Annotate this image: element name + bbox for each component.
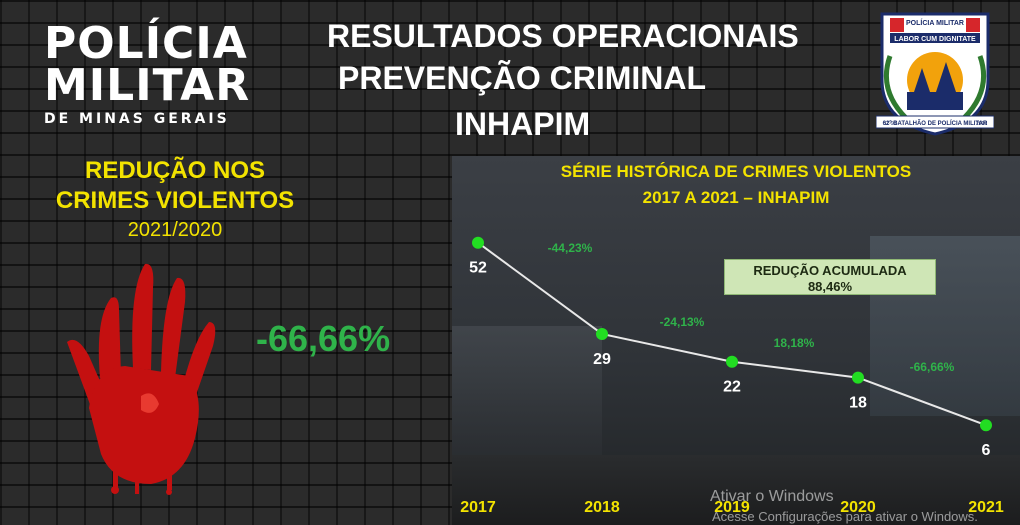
background-vehicle — [452, 326, 602, 466]
chart-subtitle: 2017 A 2021 – INHAPIM — [642, 188, 830, 207]
crest-battalion: 62º BATALHÃO DE POLÍCIA MILITAR — [883, 119, 988, 127]
data-point-2019 — [726, 355, 738, 368]
x-tick-2019: 2019 — [714, 499, 750, 516]
accumulated-value: 88,46% — [807, 279, 853, 294]
data-point-2021 — [980, 419, 992, 432]
change-label-2: -24,13% — [660, 315, 705, 329]
accumulated-reduction-box: REDUÇÃO ACUMULADA 88,46% — [724, 259, 936, 295]
x-tick-2021: 2021 — [968, 499, 1004, 516]
title-prevencao: PREVENÇÃO CRIMINAL — [338, 60, 707, 96]
change-label-3: 18,18% — [774, 336, 815, 350]
title-resultados: RESULTADOS OPERACIONAIS — [327, 18, 799, 54]
reduction-percent: -66,66% — [256, 318, 391, 359]
background-road — [452, 455, 1020, 525]
change-label-1: -44,23% — [548, 241, 593, 255]
x-tick-2020: 2020 — [840, 499, 876, 516]
value-label-2018: 29 — [593, 351, 611, 368]
title-city: INHAPIM — [455, 106, 591, 142]
crest-year-right: 2010 — [976, 121, 987, 127]
pmmg-logo: POLÍCIA MILITAR DE MINAS GERAIS — [44, 18, 251, 127]
chart-title: SÉRIE HISTÓRICA DE CRIMES VIOLENTOS — [560, 162, 912, 181]
crest-motto: LABOR CUM DIGNITATE — [894, 36, 976, 43]
brand-line-2: MILITAR — [44, 60, 251, 111]
data-point-2018 — [596, 327, 608, 340]
value-label-2021: 6 — [982, 442, 991, 459]
value-label-2020: 18 — [849, 395, 867, 412]
bloody-hand-icon — [67, 263, 216, 495]
value-label-2017: 52 — [469, 260, 487, 277]
brand-line-3: DE MINAS GERAIS — [44, 111, 230, 127]
reduction-line-1: REDUÇÃO NOS — [84, 157, 265, 184]
reduction-period: 2021/2020 — [127, 219, 223, 241]
crest-year-left: 11-98 — [884, 121, 897, 127]
chart-plot: 52 2017 29 2018 22 2019 18 2020 6 2021 -44,23% -24,… — [460, 236, 1004, 516]
data-point-2020 — [852, 371, 864, 384]
activation-watermark-title: Ativar o Windows — [710, 488, 834, 505]
x-tick-2018: 2018 — [584, 499, 620, 516]
activation-watermark-text: Acesse Configurações para ativar o Windo… — [712, 509, 978, 524]
battalion-crest-icon: POLÍCIA MILITAR LABOR CUM DIGNITATE 62º … — [876, 12, 994, 136]
change-label-4: -66,66% — [910, 360, 955, 374]
data-point-2017 — [472, 236, 484, 249]
x-tick-2017: 2017 — [460, 499, 496, 516]
crime-chart: SÉRIE HISTÓRICA DE CRIMES VIOLENTOS 2017… — [452, 156, 1020, 525]
crest-top-text: POLÍCIA MILITAR — [906, 18, 964, 27]
brand-line-1: POLÍCIA — [44, 18, 248, 69]
accumulated-title: REDUÇÃO ACUMULADA — [753, 263, 907, 278]
reduction-heading: REDUÇÃO NOS CRIMES VIOLENTOS 2021/2020 — [40, 156, 310, 244]
value-label-2019: 22 — [723, 379, 741, 396]
reduction-line-2: CRIMES VIOLENTOS — [55, 187, 295, 214]
